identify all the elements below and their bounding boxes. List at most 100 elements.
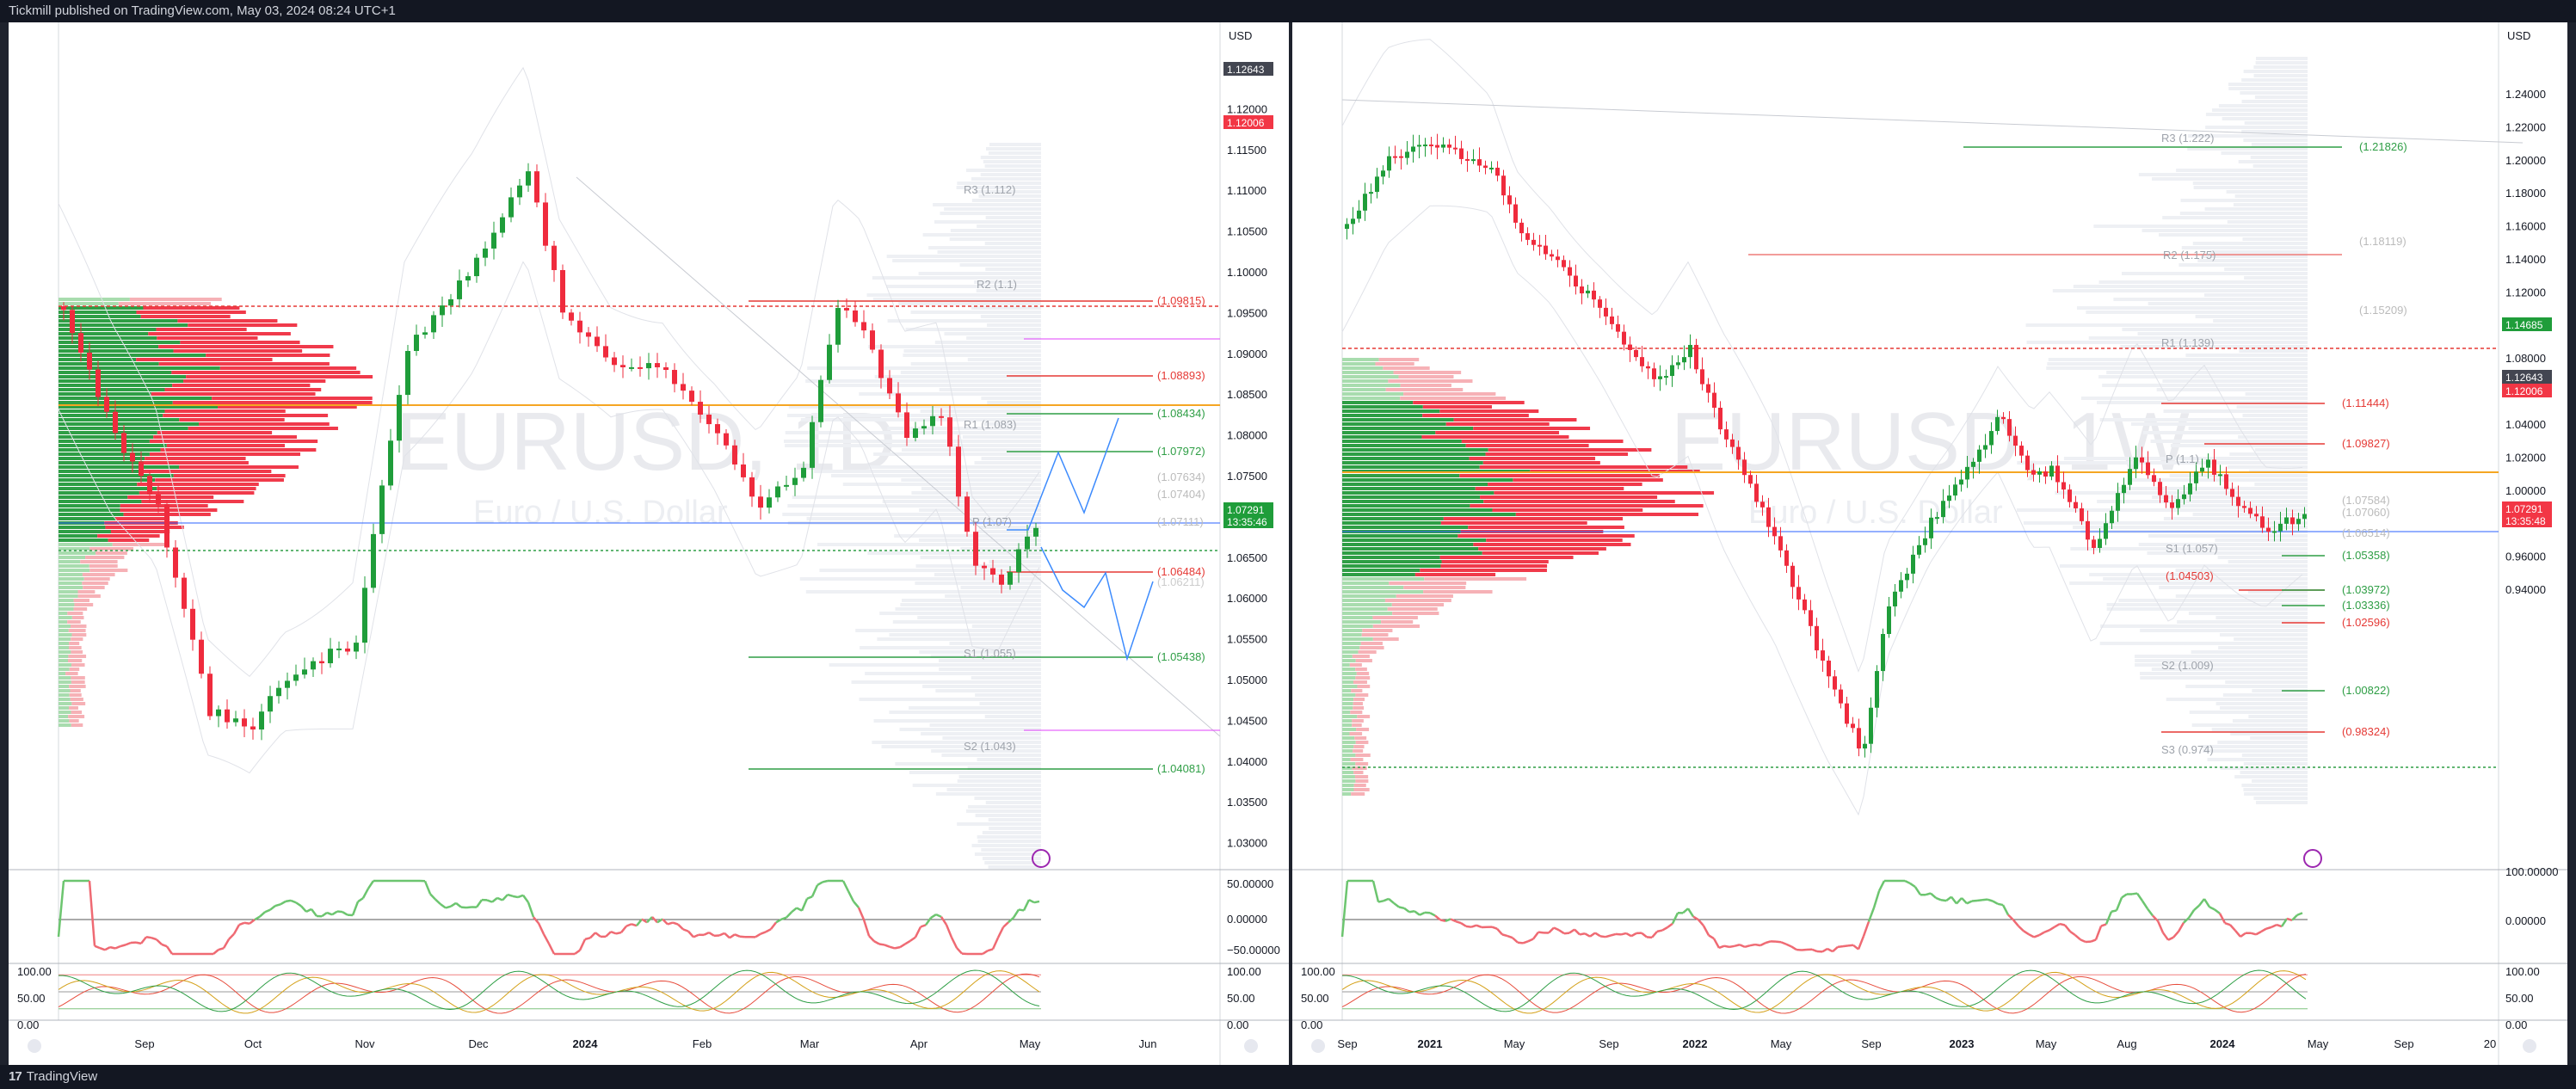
candle-bullish: [526, 171, 531, 186]
candle-bullish: [354, 643, 359, 652]
oscillator-line: [165, 945, 174, 955]
volume-profile-bar: [59, 495, 128, 499]
oscillator-line: [2152, 914, 2159, 922]
session-volume-bar: [946, 788, 1041, 791]
oscillator-line: [2255, 931, 2262, 936]
oscillator-line: [1414, 910, 1420, 916]
volume-profile-bar: [1342, 603, 1392, 606]
volume-profile-bar: [59, 323, 188, 327]
session-volume-bar: [974, 852, 1041, 856]
session-volume-bar: [2233, 203, 2308, 206]
session-volume-bar: [2203, 293, 2308, 297]
session-volume-bar: [2205, 113, 2308, 116]
volume-profile-bar: [59, 457, 145, 460]
oscillator-line: [326, 911, 333, 916]
volume-profile-bar: [1355, 741, 1369, 744]
session-volume-bar: [967, 766, 1041, 770]
volume-profile-bar: [59, 637, 71, 641]
session-volume-bar: [2252, 164, 2308, 168]
volume-profile-bar: [1355, 668, 1367, 671]
volume-profile-bar: [1342, 728, 1357, 731]
oscillator-line: [1950, 895, 1957, 905]
candle-bullish: [784, 484, 789, 487]
tradingview-logo-icon[interactable]: 17 TradingView: [9, 1069, 98, 1084]
time-axis-label: May: [1771, 1037, 1792, 1050]
session-volume-bar: [945, 594, 1041, 598]
candle-bearish: [345, 648, 350, 652]
volume-profile-bar: [1351, 792, 1365, 796]
volume-profile-bar: [59, 581, 83, 585]
candle-bearish: [990, 568, 995, 575]
session-volume-bar: [2117, 487, 2308, 490]
price-axis-label: 1.12000: [2505, 286, 2546, 298]
volume-profile-bar: [1342, 680, 1353, 684]
session-volume-bar: [2211, 728, 2308, 731]
oscillator-line: [2038, 931, 2045, 937]
volume-profile-bar: [59, 594, 78, 598]
volume-profile-bar: [1342, 758, 1351, 761]
stochastic-left-label: 50.00: [1301, 992, 1329, 1005]
volume-profile-bar: [59, 478, 156, 482]
volume-profile-bar: [1342, 637, 1373, 641]
session-volume-bar: [980, 173, 1041, 176]
volume-profile-bar: [156, 328, 247, 331]
candle-bearish: [1815, 625, 1819, 651]
volume-profile-bar: [59, 547, 90, 551]
session-volume-bar: [2152, 495, 2308, 499]
candle-bullish: [1387, 156, 1391, 171]
oscillator-line: [847, 890, 855, 902]
candle-bullish: [1941, 501, 1945, 518]
right-chart-panel[interactable]: EURUSD, 1W Euro / U.S. Dollar (1.21826) (1.…: [1292, 22, 2567, 1065]
volume-profile-bar: [1420, 569, 1547, 572]
level-label: (1.07972): [1157, 445, 1205, 458]
candle-bearish: [2092, 539, 2096, 548]
volume-profile-bar: [120, 504, 208, 508]
session-volume-bar: [2243, 70, 2308, 73]
volume-profile-bar: [1342, 508, 1493, 512]
volume-profile-bar: [59, 487, 157, 490]
volume-profile-bar: [69, 693, 82, 697]
volume-profile-bar: [59, 702, 72, 705]
volume-profile-bar: [89, 564, 118, 568]
level-label: (1.08893): [1157, 369, 1205, 382]
oscillator-line: [791, 907, 798, 914]
session-volume-bar: [984, 164, 1041, 168]
price-tag-label: 1.12006: [1227, 117, 1265, 129]
volume-profile-bar: [1342, 534, 1458, 538]
session-volume-bar: [2163, 409, 2308, 413]
volume-profile-bar: [1358, 650, 1377, 654]
session-volume-bar: [889, 633, 1041, 637]
candle-bearish: [861, 322, 866, 331]
session-volume-bar: [2156, 388, 2308, 391]
oscillator-line: [857, 907, 866, 920]
candle-bullish: [2176, 499, 2180, 508]
volume-profile-bar: [1375, 362, 1414, 366]
oscillator-line: [475, 899, 484, 908]
session-volume-bar: [2118, 599, 2308, 602]
volume-profile-bar: [186, 375, 373, 378]
volume-profile-bar: [70, 689, 81, 692]
oscillator-line: [703, 931, 710, 937]
session-volume-bar: [2215, 538, 2308, 542]
oscillator-line: [1610, 932, 1617, 937]
session-volume-bar: [2225, 680, 2308, 684]
candle-bearish: [2164, 495, 2168, 503]
session-volume-bar: [2254, 483, 2308, 486]
volume-profile-bar: [1342, 668, 1356, 671]
price-tag: [2502, 501, 2552, 527]
session-volume-bar: [805, 379, 1041, 383]
oscillator-line: [295, 901, 302, 908]
price-axis-label: 1.03500: [1227, 796, 1267, 809]
session-volume-bar: [2207, 758, 2308, 761]
session-volume-bar: [2203, 749, 2308, 753]
volume-profile-bar: [1435, 431, 1560, 434]
volume-profile-bar: [1342, 607, 1388, 611]
candle-bullish: [500, 217, 505, 233]
candle-bearish: [758, 496, 763, 508]
volume-profile-bar: [153, 435, 297, 439]
volume-profile-bar: [71, 650, 83, 654]
pivot-label: S1 (1.057): [2166, 542, 2218, 555]
left-chart-panel[interactable]: EURUSD, 1D Euro / U.S. Dollar (1.09815) (1.…: [9, 22, 1289, 1065]
